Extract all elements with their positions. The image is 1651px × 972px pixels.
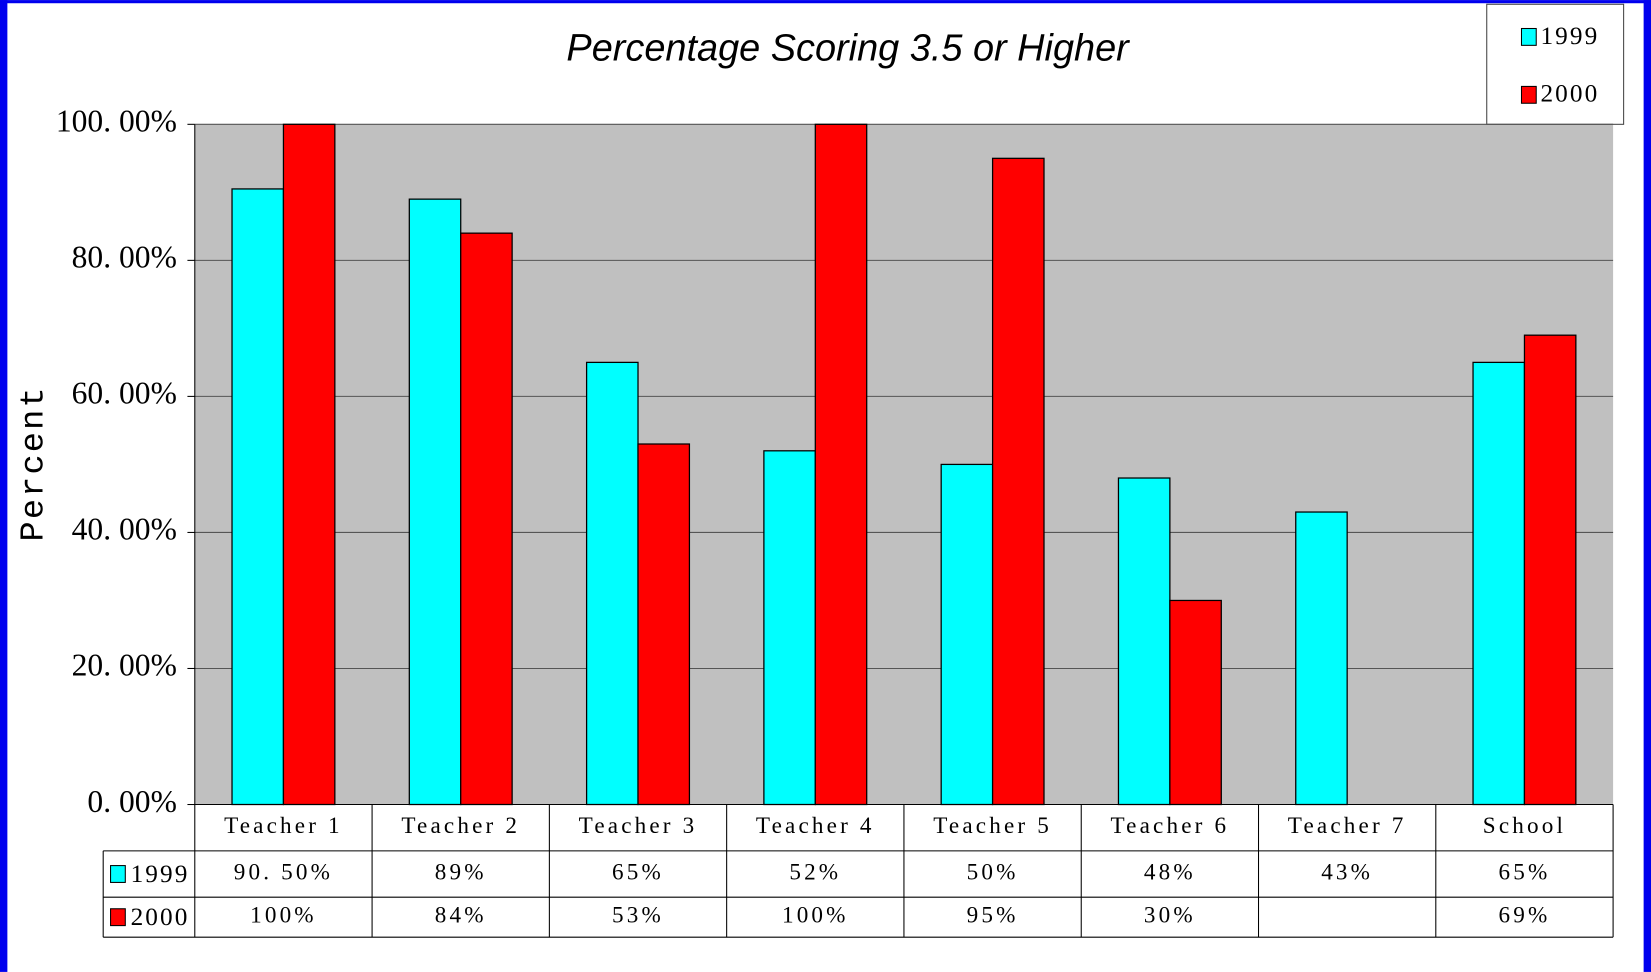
frame-right [1643, 0, 1651, 972]
legend-box [1486, 3, 1625, 125]
data-label: 89% [435, 859, 487, 885]
bar [991, 157, 1045, 806]
bar [282, 123, 336, 806]
bar [1295, 511, 1348, 806]
y-tick-label: 20. 00% [72, 648, 177, 683]
plot-area [194, 124, 1614, 805]
bar [1117, 477, 1171, 806]
bar [231, 188, 285, 806]
bar [1523, 334, 1577, 806]
legend-swatch [1520, 27, 1537, 46]
bar [460, 232, 513, 806]
y-tick-label: 80. 00% [72, 240, 177, 275]
x-tick-label: Teacher 2 [401, 813, 520, 839]
y-axis-label: Percent [16, 385, 54, 541]
data-label: 90. 50% [234, 859, 333, 885]
data-label: 48% [1144, 859, 1196, 885]
data-label: 100% [250, 902, 317, 928]
y-tick-label: 40. 00% [72, 512, 177, 547]
x-tick-label: Teacher 1 [224, 813, 343, 839]
data-label: 43% [1321, 859, 1373, 885]
x-tick-label: School [1483, 813, 1566, 839]
bar [585, 361, 639, 806]
x-tick-label: Teacher 3 [579, 813, 698, 839]
data-label: 53% [612, 902, 664, 928]
data-label: 95% [967, 902, 1019, 928]
bar [408, 198, 462, 806]
legend-label: 1999 [1540, 22, 1599, 50]
legend-swatch [110, 865, 126, 883]
x-tick-label: Teacher 5 [933, 813, 1052, 839]
x-tick-label: Teacher 6 [1111, 813, 1230, 839]
x-tick-label: Teacher 4 [756, 813, 875, 839]
legend-swatch [110, 908, 126, 927]
bar [1169, 599, 1222, 806]
data-label: 52% [789, 859, 841, 885]
bar [814, 123, 868, 806]
x-tick-label: Teacher 7 [1288, 813, 1407, 839]
legend-swatch [1520, 85, 1537, 104]
data-label: 65% [612, 859, 664, 885]
legend-label: 2000 [1540, 80, 1599, 108]
data-label: 30% [1144, 902, 1196, 928]
data-label: 65% [1498, 859, 1550, 885]
data-label: 50% [967, 859, 1019, 885]
data-label: 69% [1498, 902, 1550, 928]
y-tick-label: 0. 00% [87, 784, 176, 819]
frame-top [0, 0, 1651, 4]
chart-title: Percentage Scoring 3.5 or Higher [566, 28, 1130, 70]
bar [940, 463, 994, 806]
bar [763, 450, 816, 806]
y-tick-label: 60. 00% [72, 376, 177, 411]
data-label: 100% [782, 902, 849, 928]
bar [637, 443, 691, 806]
frame-left [0, 0, 8, 972]
table-series-label: 2000 [131, 903, 190, 931]
y-tick-label: 100. 00% [56, 104, 177, 139]
bar [1472, 361, 1526, 806]
data-label: 84% [435, 902, 487, 928]
table-series-label: 1999 [131, 860, 190, 888]
